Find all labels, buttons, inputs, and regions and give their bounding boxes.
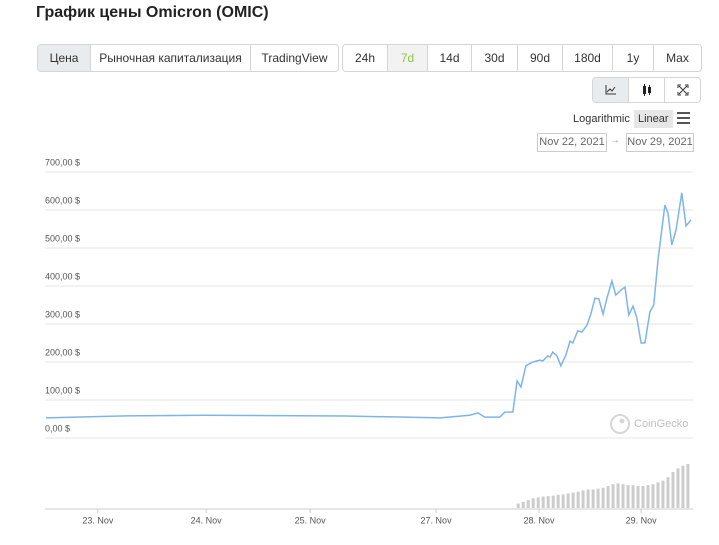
page-title: График цены Omicron (OMIC) xyxy=(36,4,269,21)
volume-bar xyxy=(651,484,655,508)
y-tick-label: 600,00 $ xyxy=(45,195,80,205)
volume-bar xyxy=(621,484,625,508)
volume-bar xyxy=(601,487,605,508)
volume-bar xyxy=(546,496,550,508)
volume-bar xyxy=(641,486,645,508)
y-tick-label: 0,00 $ xyxy=(45,423,70,433)
watermark-logo xyxy=(610,414,630,434)
volume-bar xyxy=(521,501,525,508)
y-tick-label: 400,00 $ xyxy=(45,271,80,281)
fullscreen-button[interactable] xyxy=(665,78,700,102)
y-tick-label: 500,00 $ xyxy=(45,233,80,243)
range-button[interactable]: 14d xyxy=(428,45,472,71)
volume-bar xyxy=(561,494,565,508)
volume-bar xyxy=(536,497,540,508)
volume-bar xyxy=(591,489,595,508)
volume-bar xyxy=(631,485,635,508)
y-tick-label: 100,00 $ xyxy=(45,385,80,395)
volume-bar xyxy=(646,485,650,508)
scale-option[interactable]: Linear xyxy=(634,110,673,128)
range-button[interactable]: 1y xyxy=(613,45,654,71)
volume-bar xyxy=(581,490,585,508)
date-from[interactable]: Nov 22, 2021 xyxy=(537,133,607,152)
volume-bar xyxy=(516,503,520,508)
x-tick-label: 24. Nov xyxy=(191,515,223,525)
tab[interactable]: TradingView xyxy=(251,45,338,71)
tab[interactable]: Цена xyxy=(38,45,91,71)
volume-bar xyxy=(681,465,685,508)
volume-bar xyxy=(636,486,640,508)
range-button[interactable]: Max xyxy=(654,45,701,71)
scale-option[interactable]: Logarithmic xyxy=(573,113,630,125)
volume-bar xyxy=(671,471,675,508)
x-tick-label: 23. Nov xyxy=(82,515,114,525)
range-button[interactable]: 90d xyxy=(518,45,563,71)
tab-group: Цена Рыночная капитализация TradingView xyxy=(37,44,339,72)
y-tick-label: 700,00 $ xyxy=(45,157,80,167)
volume-bar xyxy=(556,494,560,508)
range-button[interactable]: 7d xyxy=(388,45,428,71)
volume-bar xyxy=(656,482,660,508)
volume-bar xyxy=(661,480,665,508)
volume-bar xyxy=(586,489,590,508)
x-tick-label: 28. Nov xyxy=(523,515,555,525)
volume-bar xyxy=(541,496,545,508)
volume-bar xyxy=(551,495,555,508)
x-tick-label: 27. Nov xyxy=(421,515,453,525)
volume-bar xyxy=(606,486,610,508)
volume-bar xyxy=(626,485,630,508)
range-button[interactable]: 24h xyxy=(343,45,388,71)
volume-bar xyxy=(686,464,690,508)
date-separator: → xyxy=(610,135,620,146)
volume-bar xyxy=(526,500,530,508)
date-to[interactable]: Nov 29, 2021 xyxy=(626,133,694,152)
range-button[interactable]: 180d xyxy=(563,45,613,71)
tab[interactable]: Рыночная капитализация xyxy=(91,45,251,71)
menu-icon[interactable] xyxy=(677,112,691,124)
volume-bar xyxy=(596,488,600,508)
watermark-logo-eye xyxy=(619,418,625,424)
chart-type-group xyxy=(592,77,701,103)
volume-bar xyxy=(571,492,575,508)
volume-bar xyxy=(616,483,620,508)
range-button[interactable]: 30d xyxy=(472,45,518,71)
watermark: CoinGecko xyxy=(610,414,688,434)
volume-bar xyxy=(676,468,680,508)
volume-bar xyxy=(611,484,615,508)
x-tick-label: 25. Nov xyxy=(295,515,327,525)
watermark-text: CoinGecko xyxy=(634,418,688,430)
line-chart-button[interactable] xyxy=(593,78,629,102)
volume-bar xyxy=(531,498,535,508)
y-tick-label: 300,00 $ xyxy=(45,309,80,319)
volume-bar xyxy=(576,491,580,508)
candle-chart-button[interactable] xyxy=(629,78,665,102)
y-tick-label: 200,00 $ xyxy=(45,347,80,357)
volume-bar xyxy=(566,493,570,508)
volume-bar xyxy=(666,477,670,508)
range-group: 24h 7d 14d 30d 90d 180d 1y Max xyxy=(342,44,702,72)
x-tick-label: 29. Nov xyxy=(626,515,658,525)
price-line xyxy=(45,192,692,419)
